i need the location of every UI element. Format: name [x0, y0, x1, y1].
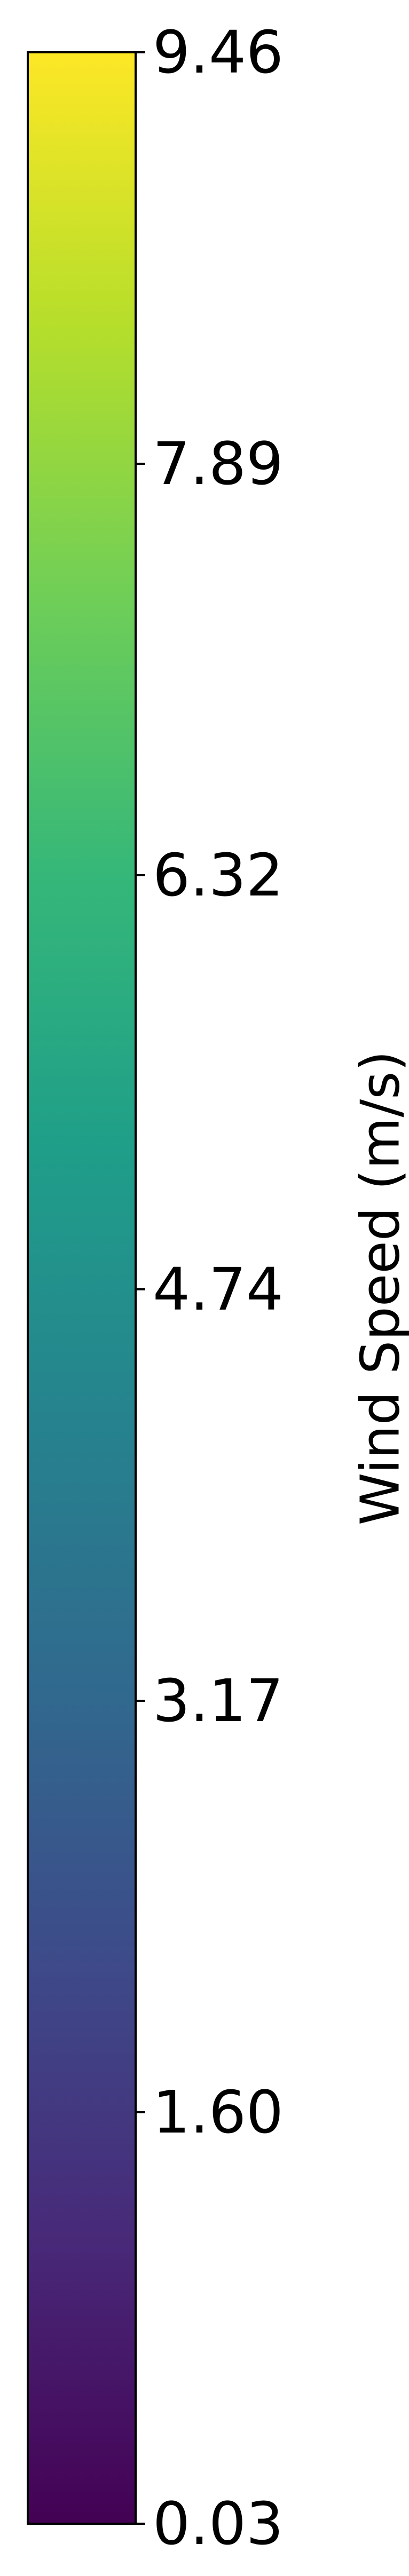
colorbar-tick-label: 4.74	[153, 1255, 284, 1323]
colorbar-tick-label: 0.03	[153, 2490, 284, 2558]
colorbar-gradient	[28, 52, 136, 2524]
colorbar-tick-label: 6.32	[153, 841, 284, 909]
colorbar-tick-label: 9.46	[153, 18, 284, 86]
colorbar-axis-label: Wind Speed (m/s)	[349, 1051, 409, 1526]
colorbar-tick-label: 1.60	[153, 2078, 284, 2146]
colorbar-tick-label: 7.89	[153, 430, 284, 498]
colorbar-tick-label: 3.17	[153, 1667, 284, 1735]
colorbar-ticks: 9.46 7.89 6.32 4.74 3.17 1.60 0.03	[136, 18, 284, 2558]
colorbar-outline	[27, 51, 137, 2525]
